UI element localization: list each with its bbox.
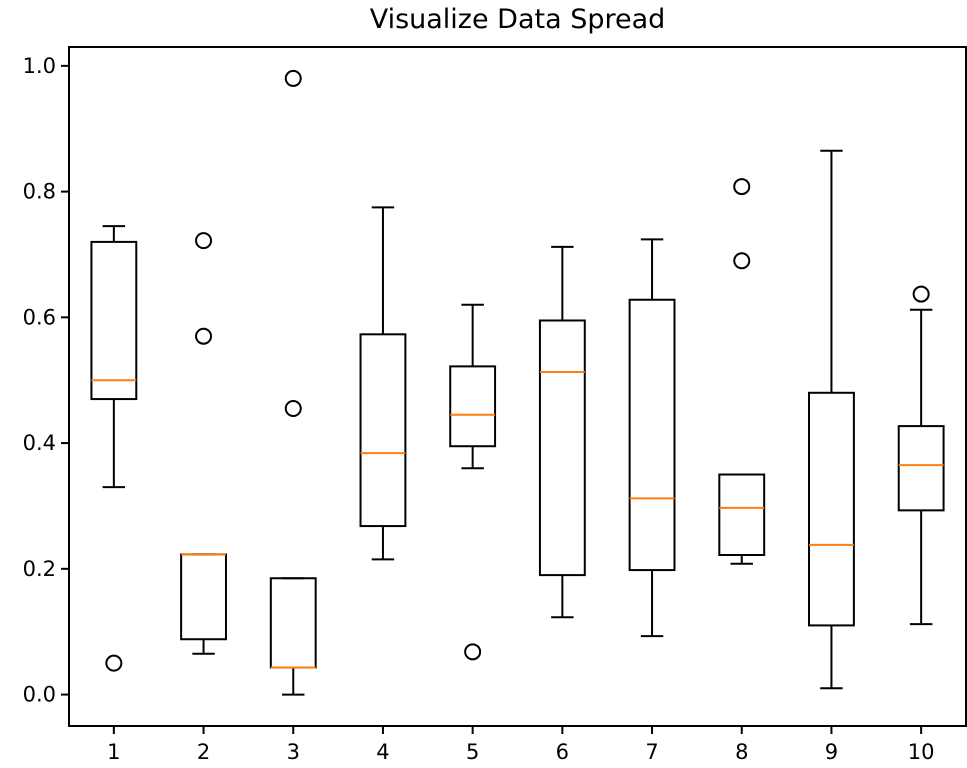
box-series-5	[449, 303, 497, 661]
box-series-8	[718, 178, 766, 565]
y-tick-label: 0.8	[23, 180, 56, 204]
box-body	[897, 425, 945, 512]
box-series-10	[897, 285, 945, 626]
box-body	[718, 473, 766, 556]
x-tick-label: 6	[556, 740, 569, 764]
x-tick-label: 4	[376, 740, 389, 764]
x-tick-label: 8	[735, 740, 748, 764]
box-body	[808, 391, 855, 627]
box-body	[538, 319, 586, 577]
box-body	[359, 333, 407, 528]
box-body	[180, 553, 227, 641]
outlier-point	[195, 232, 213, 250]
box-series-4	[359, 206, 407, 561]
y-tick-label: 0.0	[23, 683, 56, 707]
outlier-point	[464, 643, 482, 661]
x-tick-label: 3	[287, 740, 300, 764]
box-body	[90, 240, 138, 401]
x-tick-label: 9	[825, 740, 838, 764]
x-tick-label: 1	[107, 740, 120, 764]
y-tick-label: 0.2	[23, 557, 56, 581]
outlier-point	[284, 400, 302, 418]
box-series-6	[538, 245, 586, 619]
outlier-point	[105, 654, 123, 672]
x-tick-label: 7	[645, 740, 658, 764]
outlier-point	[912, 285, 930, 303]
box-series-1	[90, 225, 138, 672]
y-tick-label: 0.4	[23, 431, 56, 455]
outlier-point	[733, 178, 751, 196]
outlier-point	[284, 69, 302, 87]
box-body	[628, 298, 676, 572]
box-body	[449, 365, 497, 448]
box-series-2	[180, 232, 227, 655]
x-tick-label: 5	[466, 740, 479, 764]
chart-title: Visualize Data Spread	[369, 4, 666, 35]
y-tick-label: 1.0	[23, 54, 56, 78]
box-series-9	[808, 149, 855, 690]
box-series-7	[628, 238, 676, 638]
y-tick-label: 0.6	[23, 305, 56, 329]
x-tick-label: 2	[197, 740, 210, 764]
box-body	[269, 577, 317, 669]
box-series-3	[269, 69, 317, 696]
x-tick-label: 10	[908, 740, 935, 764]
outlier-point	[195, 327, 213, 345]
outlier-point	[733, 252, 751, 270]
plot-frame	[68, 46, 967, 727]
